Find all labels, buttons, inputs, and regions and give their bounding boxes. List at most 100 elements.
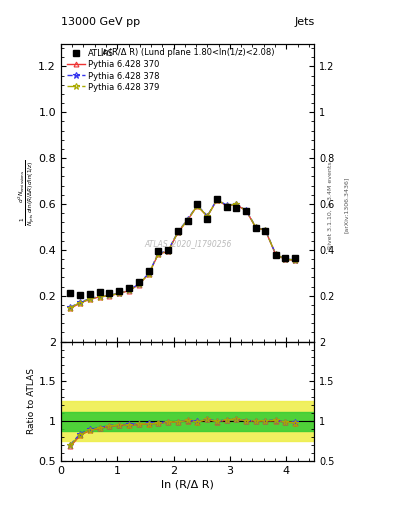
ATLAS (117, 288, 122, 294)
Pythia 6.428 378 (147, 270, 151, 276)
Pythia 6.428 379 (165, 248, 170, 254)
Pythia 6.428 378 (127, 287, 131, 293)
Pythia 6.428 378 (195, 202, 200, 208)
Pythia 6.428 370 (165, 248, 170, 254)
Pythia 6.428 370 (136, 282, 141, 288)
ATLAS (283, 255, 287, 262)
Pythia 6.428 378 (185, 216, 190, 222)
Pythia 6.428 378 (263, 227, 268, 233)
Pythia 6.428 378 (156, 250, 161, 257)
Pythia 6.428 378 (97, 293, 102, 300)
Pythia 6.428 379 (234, 201, 239, 207)
Pythia 6.428 370 (107, 293, 112, 299)
Y-axis label: Ratio to ATLAS: Ratio to ATLAS (27, 368, 36, 434)
Pythia 6.428 378 (68, 304, 73, 310)
Pythia 6.428 370 (253, 225, 258, 231)
Pythia 6.428 370 (244, 208, 249, 214)
Pythia 6.428 370 (78, 300, 83, 306)
Pythia 6.428 370 (224, 203, 229, 209)
Pythia 6.428 379 (224, 203, 229, 209)
Pythia 6.428 379 (273, 251, 278, 257)
ATLAS (185, 218, 190, 224)
Pythia 6.428 378 (215, 197, 219, 203)
Pythia 6.428 378 (253, 224, 258, 230)
ATLAS (273, 251, 278, 258)
Pythia 6.428 378 (165, 248, 170, 254)
Pythia 6.428 379 (68, 305, 73, 311)
Pythia 6.428 379 (88, 296, 93, 302)
Bar (61, 412, 314, 431)
ATLAS (165, 247, 170, 253)
ATLAS (244, 208, 249, 215)
Pythia 6.428 379 (147, 271, 151, 277)
Pythia 6.428 370 (185, 217, 190, 223)
Pythia 6.428 378 (176, 228, 180, 234)
ATLAS (263, 227, 268, 233)
Pythia 6.428 378 (117, 290, 122, 296)
Y-axis label: $\frac{1}{N_{\mathrm{jets}}}\frac{d^2 N_{\mathrm{emissions}}}{d\ln(R/\Delta R)\,: $\frac{1}{N_{\mathrm{jets}}}\frac{d^2 N_… (17, 159, 37, 226)
Text: [arXiv:1306.3436]: [arXiv:1306.3436] (344, 177, 349, 233)
Pythia 6.428 378 (78, 299, 83, 305)
Line: Pythia 6.428 379: Pythia 6.428 379 (67, 197, 298, 311)
Pythia 6.428 379 (185, 217, 190, 223)
Pythia 6.428 379 (263, 227, 268, 233)
Pythia 6.428 370 (68, 305, 73, 311)
Legend: ATLAS, Pythia 6.428 370, Pythia 6.428 378, Pythia 6.428 379: ATLAS, Pythia 6.428 370, Pythia 6.428 37… (65, 48, 162, 93)
Pythia 6.428 370 (117, 290, 122, 296)
Pythia 6.428 370 (273, 251, 278, 258)
Pythia 6.428 378 (88, 295, 93, 302)
Pythia 6.428 379 (107, 292, 112, 298)
Line: ATLAS: ATLAS (67, 196, 298, 297)
Pythia 6.428 370 (215, 197, 219, 203)
Pythia 6.428 378 (273, 251, 278, 257)
Pythia 6.428 379 (244, 207, 249, 214)
Pythia 6.428 370 (283, 257, 287, 263)
Bar (61, 401, 314, 441)
ATLAS (195, 201, 200, 207)
Pythia 6.428 378 (244, 207, 249, 214)
Pythia 6.428 379 (253, 224, 258, 230)
Pythia 6.428 378 (234, 201, 239, 207)
ATLAS (253, 225, 258, 231)
Pythia 6.428 379 (283, 256, 287, 262)
Pythia 6.428 370 (195, 203, 200, 209)
ATLAS (136, 279, 141, 285)
Text: Rivet 3.1.10, ≥ 3.4M events: Rivet 3.1.10, ≥ 3.4M events (328, 161, 333, 249)
Pythia 6.428 378 (205, 213, 210, 219)
Pythia 6.428 370 (263, 227, 268, 233)
Pythia 6.428 379 (205, 214, 210, 220)
Pythia 6.428 379 (176, 229, 180, 235)
Pythia 6.428 378 (136, 281, 141, 287)
Text: ln(R/Δ R) (Lund plane 1.80<ln(1/z)<2.08): ln(R/Δ R) (Lund plane 1.80<ln(1/z)<2.08) (101, 48, 274, 57)
X-axis label: ln (R/Δ R): ln (R/Δ R) (161, 480, 214, 490)
Pythia 6.428 378 (283, 256, 287, 262)
ATLAS (78, 291, 83, 297)
Text: Jets: Jets (294, 17, 314, 27)
ATLAS (234, 205, 239, 211)
Text: ATLAS_2020_I1790256: ATLAS_2020_I1790256 (144, 239, 231, 248)
Pythia 6.428 379 (117, 290, 122, 296)
ATLAS (107, 289, 112, 295)
Text: 13000 GeV pp: 13000 GeV pp (61, 17, 140, 27)
Pythia 6.428 370 (156, 251, 161, 257)
Line: Pythia 6.428 370: Pythia 6.428 370 (68, 198, 297, 311)
ATLAS (127, 285, 131, 291)
Pythia 6.428 379 (215, 197, 219, 203)
Pythia 6.428 370 (127, 288, 131, 294)
Pythia 6.428 378 (292, 257, 297, 263)
Pythia 6.428 379 (195, 203, 200, 209)
ATLAS (147, 268, 151, 274)
Pythia 6.428 370 (205, 214, 210, 220)
ATLAS (156, 248, 161, 254)
Pythia 6.428 379 (292, 257, 297, 263)
Pythia 6.428 379 (97, 293, 102, 300)
Pythia 6.428 370 (97, 294, 102, 300)
Pythia 6.428 379 (127, 287, 131, 293)
Pythia 6.428 379 (136, 282, 141, 288)
ATLAS (176, 228, 180, 234)
ATLAS (88, 291, 93, 297)
Pythia 6.428 379 (156, 251, 161, 257)
ATLAS (292, 255, 297, 262)
Pythia 6.428 378 (107, 292, 112, 298)
Pythia 6.428 370 (88, 296, 93, 302)
